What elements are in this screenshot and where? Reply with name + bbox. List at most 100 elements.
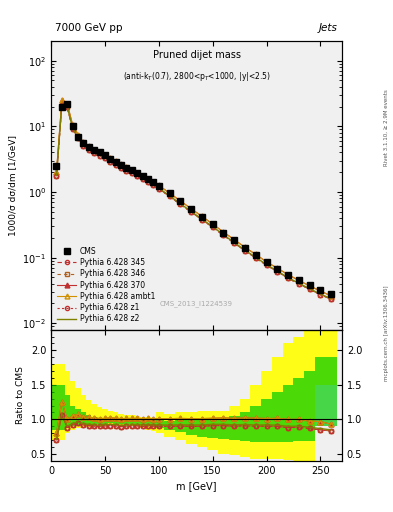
Pythia 6.428 346 (65, 104, 70, 111)
Pythia 6.428 z2 (65, 104, 70, 110)
Pythia 6.428 z2 (113, 161, 118, 167)
Pythia 6.428 z1 (189, 209, 193, 215)
Pythia 6.428 345 (81, 143, 86, 149)
Pythia 6.428 346 (167, 194, 172, 200)
Pythia 6.428 z2 (178, 201, 183, 207)
Pythia 6.428 345 (232, 240, 237, 246)
CMS (275, 266, 280, 272)
Pythia 6.428 z1 (140, 176, 145, 182)
Pythia 6.428 z1 (130, 170, 134, 176)
Pythia 6.428 370 (189, 206, 193, 212)
X-axis label: m [GeV]: m [GeV] (176, 481, 217, 491)
Pythia 6.428 346 (124, 167, 129, 174)
Pythia 6.428 ambt1 (253, 251, 258, 258)
Pythia 6.428 370 (81, 139, 86, 145)
Pythia 6.428 346 (92, 150, 97, 156)
Pythia 6.428 ambt1 (103, 152, 107, 158)
Pythia 6.428 z2 (264, 262, 269, 268)
Pythia 6.428 z2 (210, 224, 215, 230)
Line: CMS: CMS (54, 101, 334, 296)
Pythia 6.428 370 (242, 244, 247, 250)
Pythia 6.428 ambt1 (329, 293, 334, 299)
Pythia 6.428 ambt1 (296, 278, 301, 284)
Pythia 6.428 z1 (97, 153, 102, 159)
Pythia 6.428 345 (221, 232, 226, 239)
CMS (103, 153, 107, 159)
Pythia 6.428 346 (210, 224, 215, 230)
Pythia 6.428 370 (130, 167, 134, 173)
Pythia 6.428 345 (167, 194, 172, 200)
Pythia 6.428 345 (76, 135, 81, 141)
Pythia 6.428 346 (329, 296, 334, 302)
Pythia 6.428 ambt1 (189, 206, 193, 212)
Pythia 6.428 346 (307, 286, 312, 292)
Pythia 6.428 345 (264, 262, 269, 268)
Pythia 6.428 345 (65, 104, 70, 111)
Pythia 6.428 345 (54, 173, 59, 179)
Pythia 6.428 z1 (307, 286, 312, 292)
Pythia 6.428 370 (54, 169, 59, 175)
Pythia 6.428 370 (221, 229, 226, 235)
Pythia 6.428 346 (103, 155, 107, 161)
Pythia 6.428 345 (92, 150, 97, 156)
Pythia 6.428 z1 (103, 155, 107, 161)
Pythia 6.428 z2 (76, 135, 81, 141)
Pythia 6.428 345 (151, 182, 156, 188)
Pythia 6.428 ambt1 (200, 214, 204, 220)
Pythia 6.428 346 (286, 275, 290, 281)
Pythia 6.428 ambt1 (264, 259, 269, 265)
Pythia 6.428 346 (232, 240, 237, 246)
Pythia 6.428 z2 (296, 280, 301, 286)
Pythia 6.428 370 (210, 221, 215, 227)
Pythia 6.428 370 (113, 158, 118, 164)
Pythia 6.428 346 (156, 185, 161, 191)
Pythia 6.428 370 (178, 198, 183, 204)
Pythia 6.428 z2 (329, 295, 334, 302)
CMS (329, 291, 334, 297)
Pythia 6.428 z1 (221, 232, 226, 239)
CMS (113, 159, 118, 165)
Pythia 6.428 ambt1 (108, 155, 113, 161)
Pythia 6.428 346 (146, 179, 151, 185)
Pythia 6.428 345 (275, 269, 280, 275)
Pythia 6.428 z2 (232, 240, 237, 246)
Pythia 6.428 370 (135, 169, 140, 176)
Pythia 6.428 346 (97, 153, 102, 159)
Text: Rivet 3.1.10, ≥ 2.9M events: Rivet 3.1.10, ≥ 2.9M events (384, 90, 389, 166)
Pythia 6.428 z1 (65, 104, 70, 111)
Pythia 6.428 ambt1 (135, 169, 140, 176)
Pythia 6.428 ambt1 (70, 122, 75, 128)
Pythia 6.428 z1 (86, 147, 91, 153)
Pythia 6.428 z2 (151, 182, 156, 188)
CMS (264, 259, 269, 265)
Pythia 6.428 370 (329, 293, 334, 299)
CMS (59, 103, 64, 110)
Pythia 6.428 ambt1 (92, 146, 97, 153)
Pythia 6.428 z2 (70, 125, 75, 131)
Line: Pythia 6.428 z2: Pythia 6.428 z2 (57, 104, 331, 298)
CMS (76, 134, 81, 140)
Pythia 6.428 z1 (151, 182, 156, 188)
Pythia 6.428 346 (135, 173, 140, 179)
Pythia 6.428 346 (76, 135, 81, 141)
Pythia 6.428 z1 (232, 240, 237, 246)
Pythia 6.428 ambt1 (151, 179, 156, 185)
Pythia 6.428 346 (70, 125, 75, 132)
Pythia 6.428 370 (59, 97, 64, 103)
Pythia 6.428 z2 (318, 291, 323, 297)
CMS (151, 179, 156, 185)
Pythia 6.428 z2 (103, 155, 107, 161)
Pythia 6.428 345 (86, 147, 91, 153)
Pythia 6.428 ambt1 (140, 173, 145, 179)
Pythia 6.428 345 (286, 275, 290, 281)
Pythia 6.428 370 (70, 122, 75, 128)
Pythia 6.428 345 (135, 173, 140, 179)
Pythia 6.428 z1 (59, 102, 64, 108)
Pythia 6.428 ambt1 (146, 176, 151, 182)
Pythia 6.428 ambt1 (167, 190, 172, 196)
Pythia 6.428 346 (140, 176, 145, 182)
Pythia 6.428 346 (59, 102, 64, 108)
CMS (86, 144, 91, 151)
Pythia 6.428 345 (97, 153, 102, 159)
Pythia 6.428 z1 (81, 143, 86, 149)
